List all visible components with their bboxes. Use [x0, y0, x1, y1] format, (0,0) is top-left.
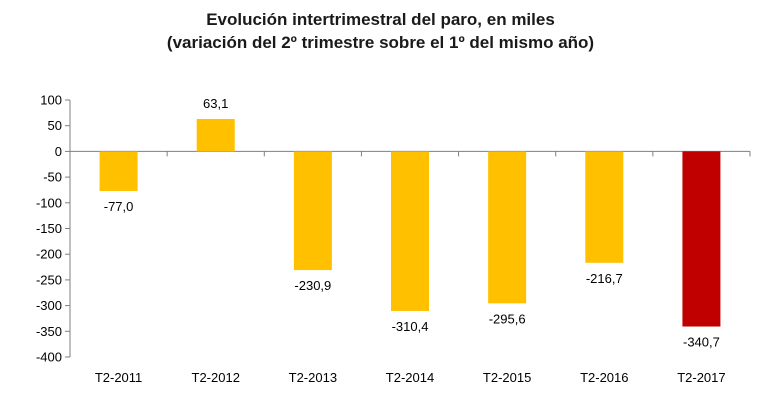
data-label: -295,6 [489, 311, 526, 326]
x-category-label: T2-2016 [580, 370, 628, 385]
y-tick-label: -50 [43, 170, 62, 185]
x-category-label: T2-2013 [289, 370, 337, 385]
x-category-label: T2-2012 [192, 370, 240, 385]
data-label: -310,4 [392, 319, 429, 334]
chart-title: Evolución intertrimestral del paro, en m… [206, 10, 555, 29]
y-tick-label: -100 [36, 195, 62, 210]
chart-subtitle: (variación del 2º trimestre sobre el 1º … [166, 33, 595, 52]
bar [682, 151, 721, 327]
bar [196, 118, 235, 152]
data-label: -340,7 [683, 335, 720, 350]
y-tick-label: -300 [36, 298, 62, 313]
x-category-label: T2-2014 [386, 370, 434, 385]
bar [391, 151, 429, 311]
y-tick-label: -350 [36, 324, 62, 339]
x-category-label: T2-2017 [677, 370, 725, 385]
axes: 100 50 0 -50 -100 -150 -200 -250 -300 -350 -400 [36, 93, 751, 365]
bars [99, 118, 721, 327]
x-category-label: T2-2011 [95, 370, 142, 385]
y-tick-label: -200 [36, 247, 62, 262]
x-category-label: T2-2015 [483, 370, 531, 385]
data-label: 63,1 [203, 96, 228, 111]
y-tick-label: -400 [36, 350, 62, 365]
bar [293, 151, 332, 271]
data-label: -216,7 [586, 271, 623, 286]
y-tick-label: 0 [55, 144, 62, 159]
chart-title-block: Evolución intertrimestral del paro, en m… [0, 8, 761, 54]
data-label: -77,0 [104, 199, 134, 214]
data-label: -230,9 [294, 278, 331, 293]
y-tick-label: 50 [48, 118, 62, 133]
data-labels: -77,0 T2-2011 63,1 T2-2012 -230,9 T2-2013 -310… [95, 96, 726, 385]
y-tick-label: 100 [40, 93, 62, 108]
y-tick-label: -150 [36, 221, 62, 236]
bar [99, 151, 138, 191]
bar [585, 151, 624, 263]
y-tick-label: -250 [36, 272, 62, 287]
bar [488, 151, 527, 304]
